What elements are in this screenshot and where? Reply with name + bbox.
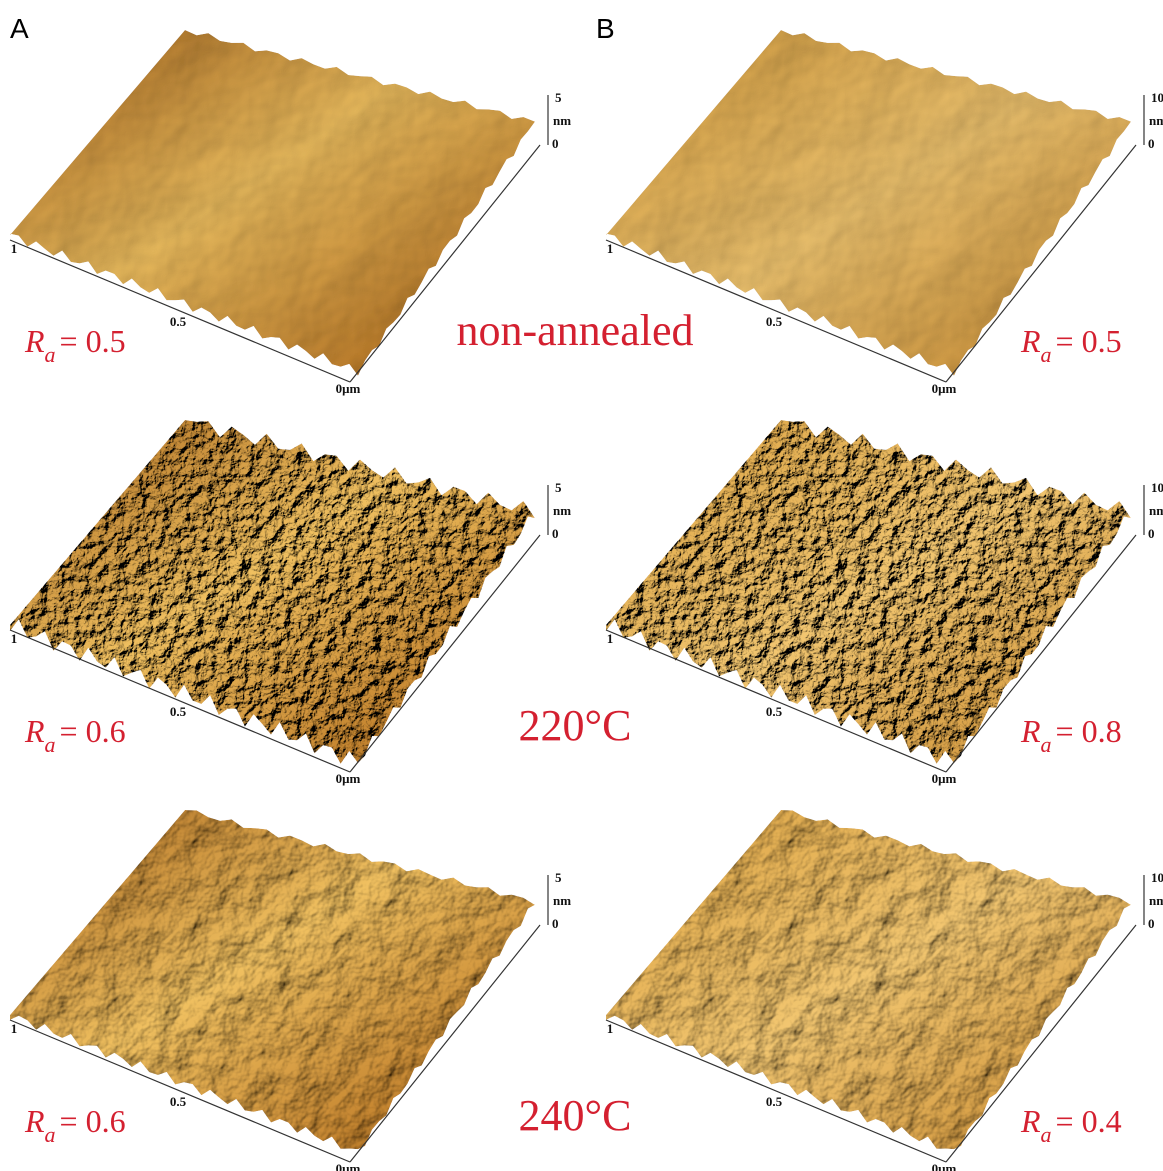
z-max-label: 5 (555, 870, 562, 885)
z-min-label: 0 (552, 136, 559, 151)
x-tick-label: 1 (11, 1021, 18, 1036)
condition-label: non-annealed (457, 306, 694, 355)
roughness-label: Ra= 0.5 (24, 323, 126, 367)
ra-symbol: R (24, 1103, 45, 1139)
x-tick-label: 1 (607, 241, 614, 256)
ra-value: = 0.4 (1056, 1103, 1122, 1139)
panel-label: B (596, 13, 615, 44)
z-min-label: 0 (1148, 136, 1155, 151)
x-tick-label: 0μm (336, 1161, 361, 1171)
z-unit-label: nm (553, 503, 571, 518)
ra-value: = 0.6 (60, 1103, 126, 1139)
roughness-label: Ra= 0.8 (1020, 713, 1122, 757)
ra-symbol: R (1020, 323, 1041, 359)
x-tick-label: 0.5 (766, 1094, 783, 1109)
surface (10, 810, 535, 1149)
condition-label: 220°C (519, 701, 632, 750)
x-tick-label: 0μm (932, 771, 957, 786)
x-tick-label: 0.5 (766, 704, 783, 719)
x-tick-label: 1 (11, 241, 18, 256)
x-tick-label: 0μm (336, 381, 361, 396)
z-min-label: 0 (552, 916, 559, 931)
panel-label: A (10, 13, 29, 44)
ra-subscript: a (45, 342, 56, 367)
z-min-label: 0 (552, 526, 559, 541)
figure: A B non-annealed10.50μm5nm0Ra= 0.510.50μ… (0, 0, 1163, 1171)
ra-value: = 0.5 (60, 323, 126, 359)
roughness-label: Ra= 0.6 (24, 1103, 126, 1147)
x-tick-label: 0.5 (170, 314, 187, 329)
x-tick-label: 1 (607, 631, 614, 646)
z-min-label: 0 (1148, 916, 1155, 931)
ra-subscript: a (45, 1122, 56, 1147)
z-max-label: 5 (555, 90, 562, 105)
ra-symbol: R (1020, 1103, 1041, 1139)
ra-subscript: a (45, 732, 56, 757)
x-tick-label: 1 (11, 631, 18, 646)
afm-image: 1 0.5 0μm 10 nm 0 Ra= 0.8 (606, 420, 1163, 786)
x-tick-label: 0μm (932, 1161, 957, 1171)
ra-subscript: a (1041, 732, 1052, 757)
x-tick-label: 0.5 (170, 704, 187, 719)
z-min-label: 0 (1148, 526, 1155, 541)
surface (606, 810, 1131, 1149)
afm-image: 1 0.5 0μm 5 nm 0 Ra= 0.6 (10, 810, 571, 1171)
z-unit-label: nm (1149, 893, 1163, 908)
z-unit-label: nm (1149, 113, 1163, 128)
z-max-label: 10 (1151, 480, 1163, 495)
ra-value: = 0.5 (1056, 323, 1122, 359)
z-unit-label: nm (1149, 503, 1163, 518)
afm-image: 1 0.5 0μm 5 nm 0 Ra= 0.6 (10, 420, 571, 786)
ra-symbol: R (1020, 713, 1041, 749)
ra-value: = 0.6 (60, 713, 126, 749)
afm-image: 1 0.5 0μm 10 nm 0 Ra= 0.4 (606, 810, 1163, 1171)
x-tick-label: 0μm (336, 771, 361, 786)
x-tick-label: 0.5 (170, 1094, 187, 1109)
x-tick-label: 0μm (932, 381, 957, 396)
ra-symbol: R (24, 713, 45, 749)
roughness-label: Ra= 0.4 (1020, 1103, 1122, 1147)
x-tick-label: 1 (607, 1021, 614, 1036)
condition-label: 240°C (519, 1091, 632, 1140)
ra-subscript: a (1041, 1122, 1052, 1147)
ra-symbol: R (24, 323, 45, 359)
z-unit-label: nm (553, 893, 571, 908)
z-max-label: 10 (1151, 870, 1163, 885)
roughness-label: Ra= 0.6 (24, 713, 126, 757)
surface (606, 420, 1131, 764)
z-unit-label: nm (553, 113, 571, 128)
z-max-label: 10 (1151, 90, 1163, 105)
z-max-label: 5 (555, 480, 562, 495)
ra-subscript: a (1041, 342, 1052, 367)
x-tick-label: 0.5 (766, 314, 783, 329)
ra-value: = 0.8 (1056, 713, 1122, 749)
roughness-label: Ra= 0.5 (1020, 323, 1122, 367)
